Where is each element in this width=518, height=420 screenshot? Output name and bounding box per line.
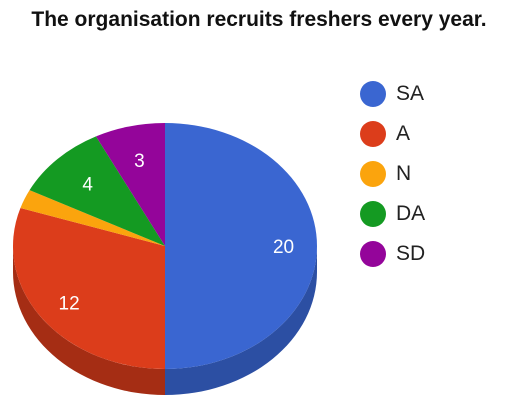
legend-swatch-a — [360, 121, 386, 147]
legend-label-da: DA — [396, 202, 426, 225]
pie-labels: 20 12 4 3 — [59, 151, 295, 315]
data-label-sd: 3 — [134, 151, 145, 172]
chart-title: The organisation recruits freshers every… — [31, 8, 487, 31]
pie-slice-a[interactable] — [12, 207, 166, 369]
pie-slices — [12, 123, 317, 369]
legend-label-n: N — [396, 162, 412, 185]
legend-swatch-sd — [360, 241, 386, 267]
pie-slice-sa[interactable] — [165, 123, 317, 369]
pie-side-sa — [165, 246, 317, 395]
legend-item-sa[interactable]: SA — [360, 74, 510, 114]
pie-side-a — [13, 246, 165, 395]
data-label-a: 12 — [59, 293, 80, 314]
legend-item-n[interactable]: N — [360, 154, 510, 194]
legend: SA A N DA SD — [360, 74, 510, 274]
legend-label-sa: SA — [396, 82, 425, 105]
legend-swatch-sa — [360, 81, 386, 107]
data-label-sa: 20 — [273, 237, 294, 258]
pie-slice-da[interactable] — [29, 136, 165, 246]
legend-label-a: A — [396, 122, 411, 145]
pie-slice-sd[interactable] — [95, 123, 165, 246]
pie-sides — [13, 246, 317, 395]
legend-item-a[interactable]: A — [360, 114, 510, 154]
legend-swatch-da — [360, 201, 386, 227]
legend-item-da[interactable]: DA — [360, 194, 510, 234]
pie-slice-n[interactable] — [20, 190, 166, 246]
legend-label-sd: SD — [396, 242, 426, 265]
legend-swatch-n — [360, 161, 386, 187]
legend-item-sd[interactable]: SD — [360, 234, 510, 274]
data-label-da: 4 — [82, 174, 93, 195]
